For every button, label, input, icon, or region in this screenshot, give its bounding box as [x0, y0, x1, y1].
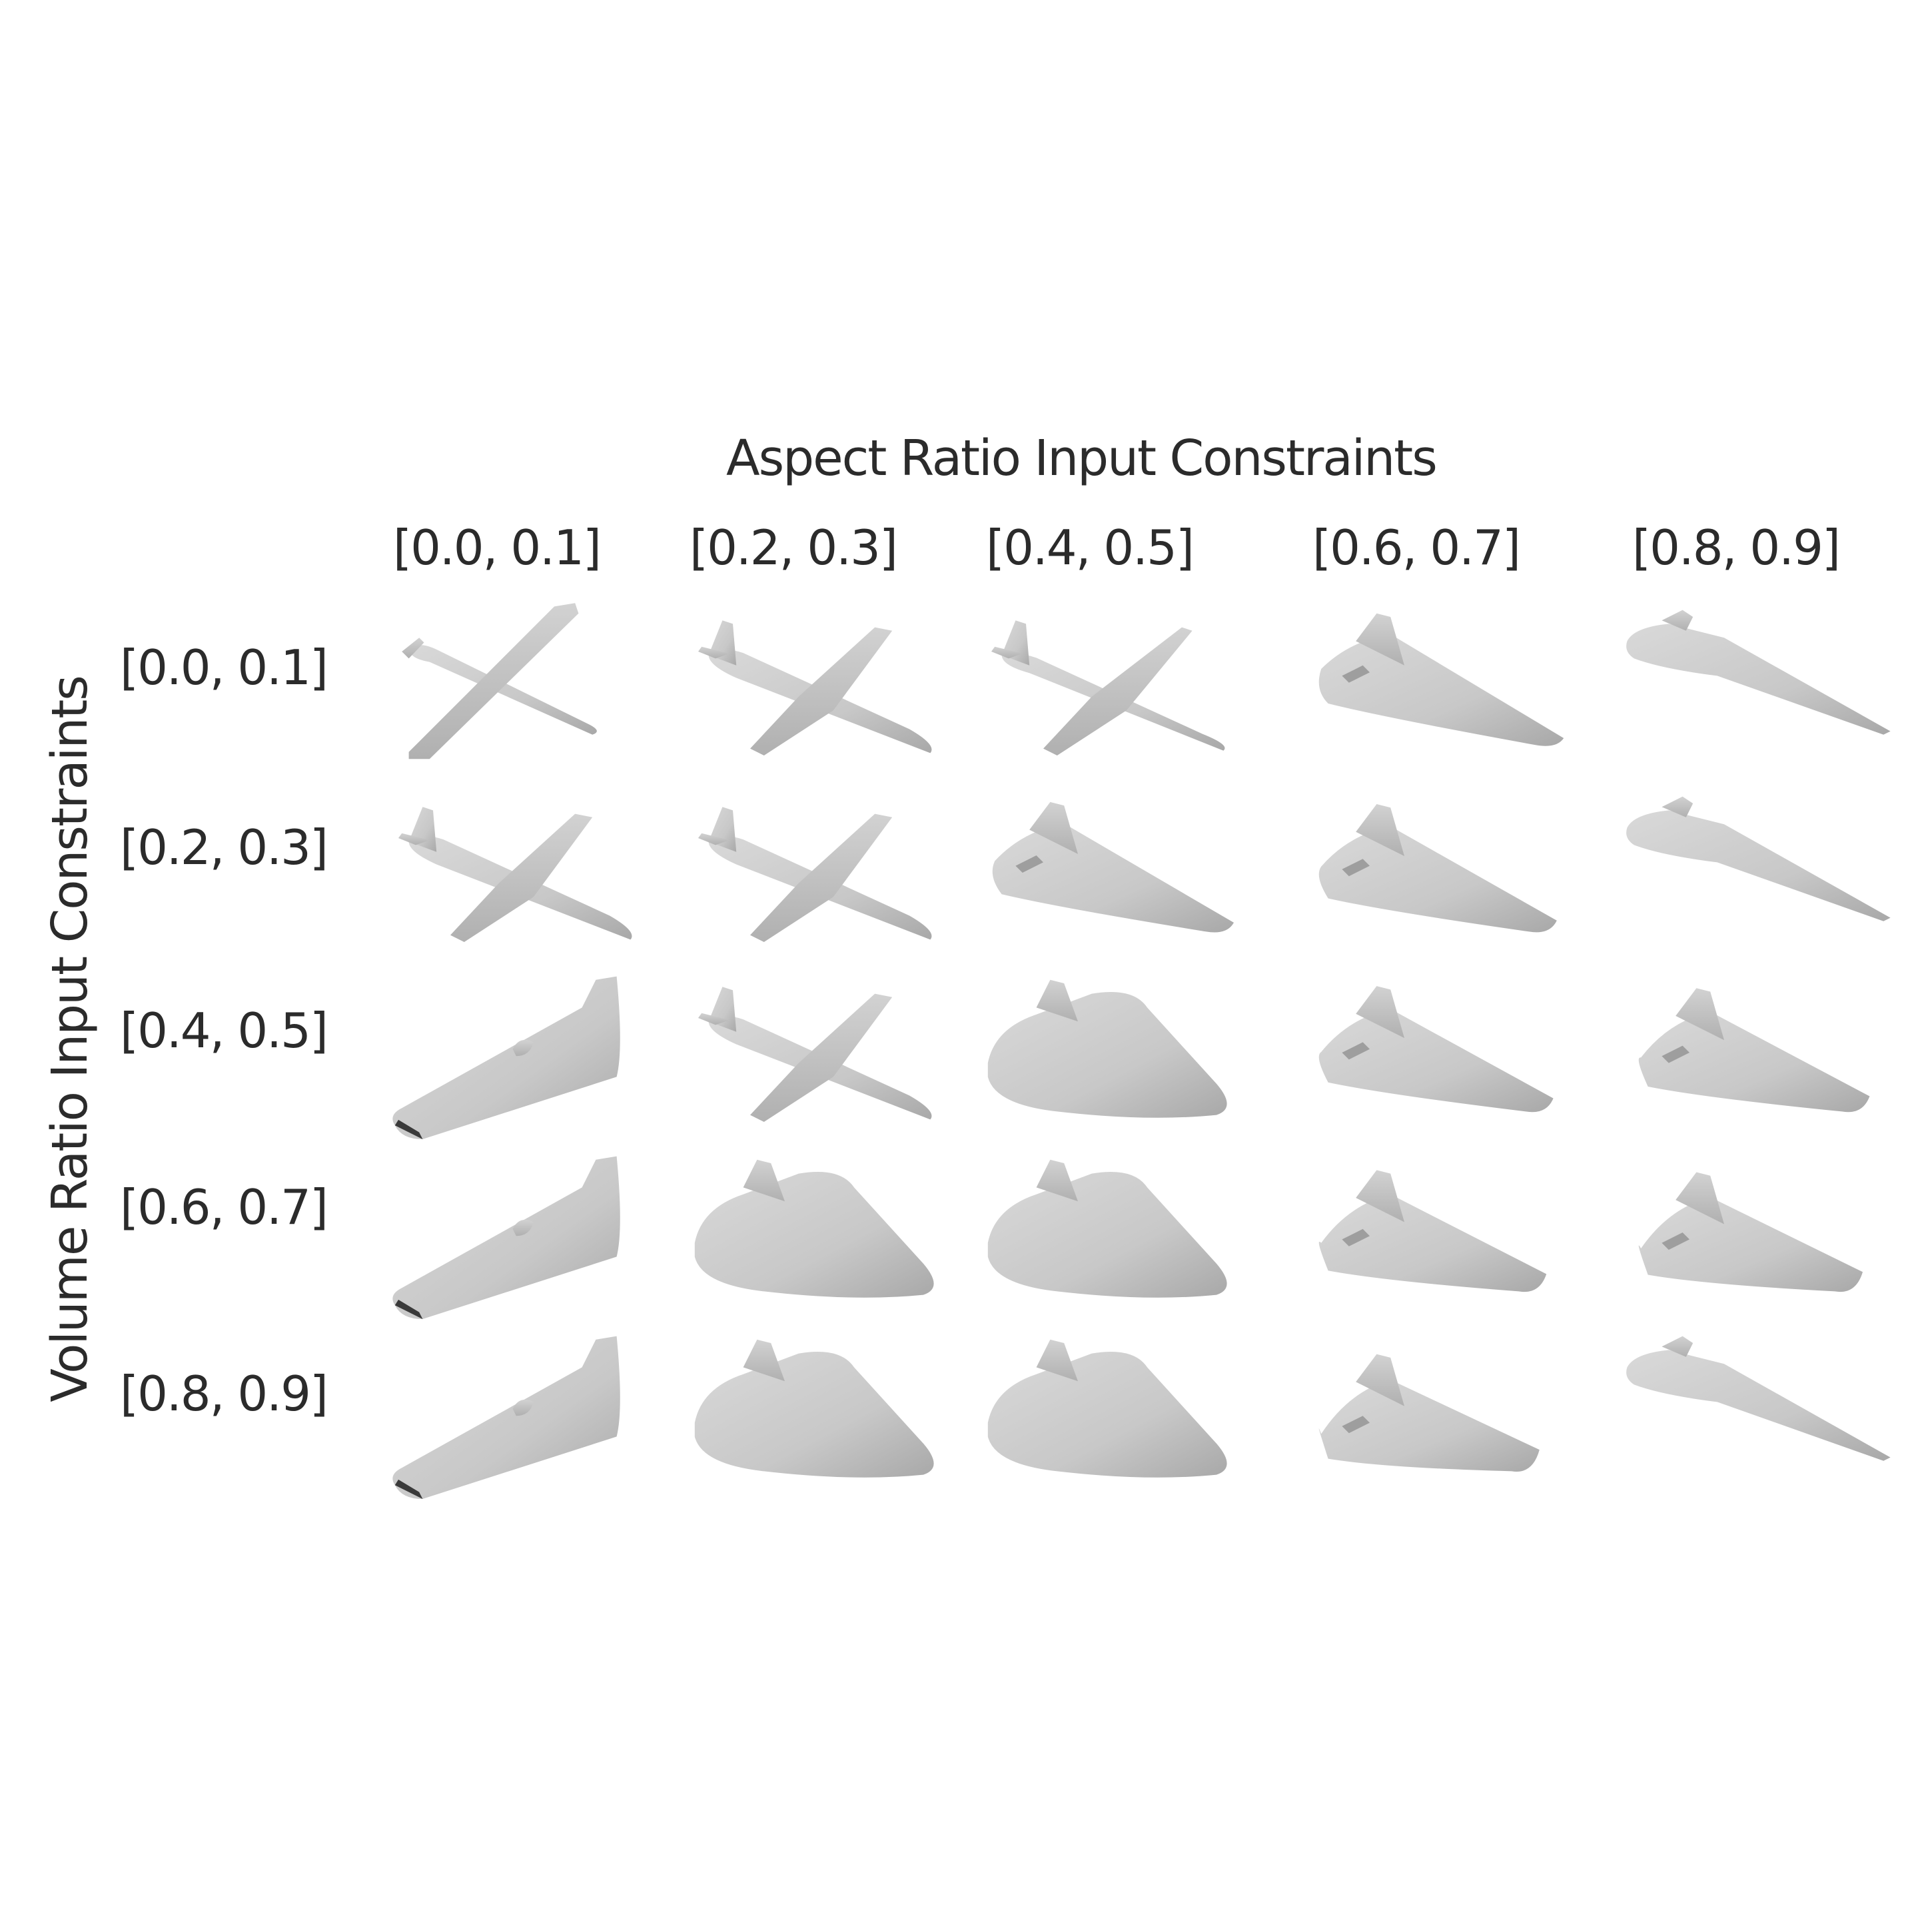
aircraft-render-r0-c4 [1626, 610, 1891, 735]
aircraft-render-r2-c3 [1318, 986, 1554, 1113]
aircraft-render-r2-c4 [1638, 988, 1870, 1113]
aircraft-render-r2-c2 [987, 979, 1227, 1118]
aircraft-render-r0-c1 [698, 620, 932, 755]
column-label-aspect-4: [0.8, 0.9] [1632, 520, 1841, 576]
aircraft-render-r2-c1 [698, 987, 932, 1122]
aircraft-render-r4-c2 [987, 1339, 1227, 1478]
aircraft-render-r0-c3 [1318, 613, 1564, 746]
aircraft-render-r3-c4 [1638, 1172, 1863, 1292]
row-label-volume-0: [0.0, 0.1] [120, 640, 328, 696]
aircraft-render-r3-c1 [694, 1159, 934, 1298]
aircraft-render-r1-c1 [698, 807, 932, 942]
aircraft-render-r1-c4 [1626, 796, 1891, 921]
aircraft-render-r1-c0 [398, 807, 632, 942]
row-label-volume-3: [0.6, 0.7] [120, 1179, 328, 1235]
row-label-volume-2: [0.4, 0.5] [120, 1003, 328, 1059]
aircraft-render-r3-c2 [987, 1159, 1227, 1298]
aircraft-render-r0-c0 [402, 603, 597, 759]
column-label-aspect-0: [0.0, 0.1] [393, 520, 602, 576]
row-label-volume-4: [0.8, 0.9] [120, 1366, 328, 1422]
aircraft-render-r4-c1 [694, 1339, 934, 1478]
aircraft-render-r3-c3 [1318, 1170, 1547, 1292]
aircraft-render-r4-c4 [1626, 1336, 1891, 1461]
row-label-volume-1: [0.2, 0.3] [120, 819, 328, 875]
aircraft-render-r3-c0 [392, 1156, 620, 1319]
aircraft-render-r0-c2 [991, 620, 1225, 755]
aircraft-render-r1-c2 [992, 801, 1234, 933]
aircraft-render-r4-c0 [392, 1336, 620, 1499]
aircraft-render-r4-c3 [1318, 1354, 1540, 1472]
aircraft-render-r1-c3 [1318, 804, 1557, 933]
column-label-aspect-1: [0.2, 0.3] [690, 520, 898, 576]
aircraft-render-r2-c0 [392, 976, 620, 1139]
column-label-aspect-2: [0.4, 0.5] [986, 520, 1195, 576]
column-label-aspect-3: [0.6, 0.7] [1312, 520, 1521, 576]
aspect-ratio-axis-title: Aspect Ratio Input Constraints [726, 430, 1438, 487]
